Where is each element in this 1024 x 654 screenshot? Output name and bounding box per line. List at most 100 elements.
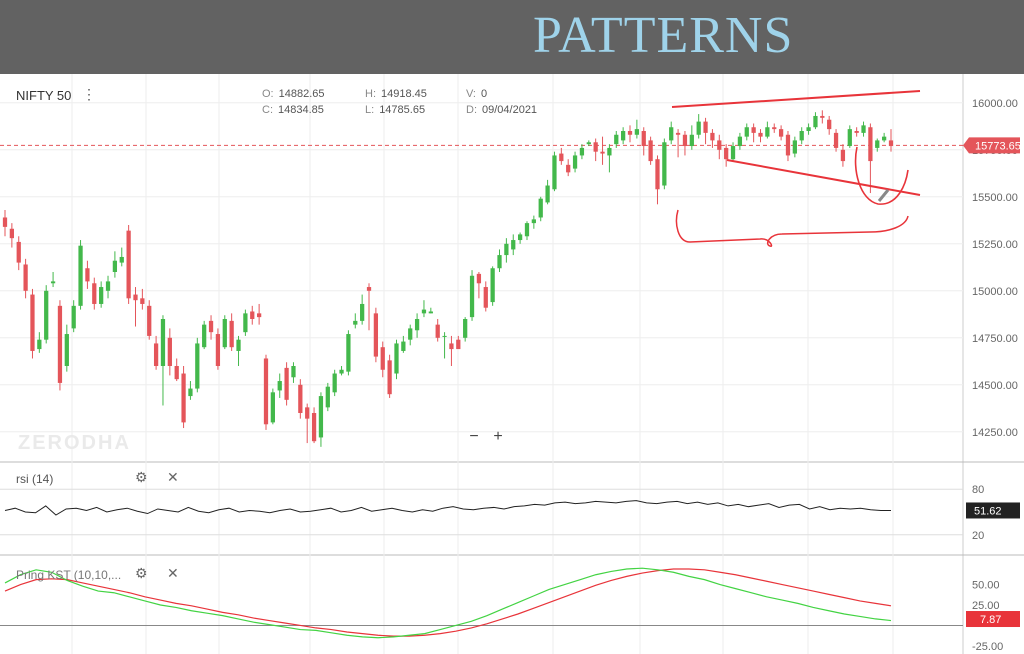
kst-line: [4, 568, 892, 637]
candle-body: [414, 319, 420, 331]
candle-body: [64, 334, 69, 366]
candle-body: [202, 324, 207, 348]
drawing-annotations: [671, 90, 921, 247]
kst-value-label: 7.87: [980, 614, 1001, 626]
candle-body: [277, 381, 282, 391]
candle-body: [243, 313, 248, 333]
ohlc-close: C: 14834.85: [262, 104, 324, 116]
candle-body: [538, 198, 543, 218]
vertical-dots-icon[interactable]: ⋮: [82, 86, 96, 102]
candle-body: [799, 131, 804, 141]
candle-body: [531, 219, 536, 224]
candle-body: [483, 287, 488, 308]
candle-body: [188, 388, 193, 397]
candle-body: [847, 129, 852, 147]
candle-body: [92, 283, 97, 304]
ohlc-date: D: 09/04/2021: [466, 104, 537, 116]
symbol-name[interactable]: NIFTY 50: [16, 88, 72, 103]
gear-icon[interactable]: ⚙: [135, 565, 148, 581]
candle-body: [806, 127, 811, 131]
close-icon[interactable]: ✕: [167, 469, 179, 485]
candle-body: [442, 335, 447, 337]
price-tick-label: 15000.00: [972, 286, 1018, 298]
candle-body: [504, 243, 509, 256]
candle-body: [669, 127, 674, 141]
candle-body: [366, 287, 372, 291]
candle-body: [765, 127, 770, 137]
candle-body: [37, 339, 42, 350]
ohlc-volume: V: 0: [466, 88, 487, 100]
price-tick-label: 14500.00: [972, 380, 1018, 392]
candle-body: [682, 134, 688, 147]
price-axis: 16000.0015750.0015500.0015250.0015000.00…: [963, 98, 1021, 439]
banner-title: PATTERNS: [533, 7, 794, 64]
candle-body: [648, 140, 653, 162]
candle-body: [813, 115, 818, 128]
candle-body: [449, 343, 454, 350]
zoom-in-button[interactable]: +: [493, 428, 503, 445]
lower-trendline: [726, 159, 921, 196]
candle-body: [339, 369, 344, 374]
candle-body: [16, 241, 21, 263]
price-tick-label: 14750.00: [972, 333, 1018, 345]
candle-body: [627, 131, 633, 135]
candle-body: [524, 223, 530, 237]
rsi-label: rsi (14): [16, 472, 54, 486]
candle-body: [346, 334, 351, 372]
candle-body: [469, 275, 475, 318]
candle-body: [9, 228, 14, 239]
candle-body: [311, 413, 317, 442]
candle-body: [394, 343, 399, 374]
candle-body: [78, 245, 83, 306]
candle-body: [229, 320, 234, 348]
candle-body: [30, 294, 35, 351]
candle-body: [751, 127, 756, 133]
candle-body: [517, 234, 523, 241]
candle-body: [868, 127, 873, 162]
rsi-tick-label: 80: [972, 484, 984, 496]
zoom-controls: − +: [462, 428, 510, 446]
candle-body: [634, 129, 640, 135]
chart-area[interactable]: 16000.0015750.0015500.0015250.0015000.00…: [0, 74, 1024, 654]
last-price-label: 15773.65: [975, 140, 1021, 152]
candle-body: [421, 309, 427, 314]
candle-body: [133, 294, 138, 301]
candle-body: [256, 313, 262, 318]
candle-body: [785, 134, 791, 156]
candle-body: [428, 311, 433, 314]
ohlc-key: V:: [466, 88, 476, 100]
price-tick-label: 14250.00: [972, 427, 1018, 439]
ohlc-open: O: 14882.65: [262, 88, 325, 100]
candle-body: [325, 386, 330, 408]
price-tick-label: 15500.00: [972, 192, 1018, 204]
candle-body: [380, 347, 385, 370]
zoom-out-button[interactable]: −: [469, 428, 479, 445]
candle-body: [387, 360, 392, 395]
close-icon[interactable]: ✕: [167, 565, 179, 581]
candle-body: [758, 132, 763, 137]
candle-body: [552, 155, 557, 190]
candle-body: [579, 147, 585, 156]
candle-body: [888, 140, 894, 147]
candle-body: [820, 115, 825, 118]
candles: [2, 110, 894, 447]
candle-body: [99, 287, 104, 304]
candle-body: [140, 298, 145, 304]
patterns-banner: PATTERNS: [0, 0, 1024, 74]
rsi-value-label: 51.62: [974, 505, 1002, 517]
candle-body: [655, 159, 660, 190]
gear-icon[interactable]: ⚙: [135, 469, 148, 485]
candle-body: [250, 311, 255, 319]
candle-body: [861, 125, 866, 133]
candle-body: [174, 366, 179, 380]
candle-body: [586, 142, 591, 145]
candle-body: [195, 343, 200, 389]
grid-lines: [0, 74, 1024, 654]
kst-plot: 50.00 25.00 -25.00 7.87: [0, 567, 1020, 653]
candle-body: [57, 305, 63, 383]
candle-body: [463, 319, 468, 338]
candle-body: [105, 281, 111, 291]
brace-annotation: [675, 209, 909, 247]
candle-body: [572, 155, 578, 169]
candle-body: [332, 373, 337, 393]
